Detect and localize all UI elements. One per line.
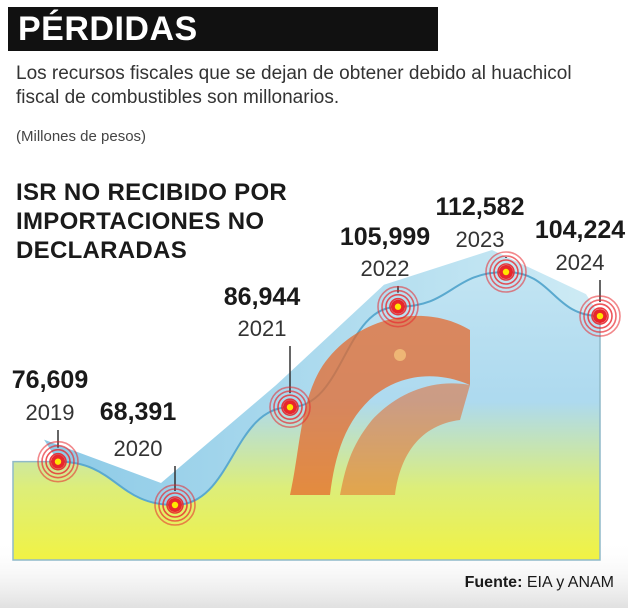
- marker-ring: [579, 295, 621, 337]
- marker-ring: [377, 285, 419, 328]
- marker-ring: [381, 289, 415, 324]
- marker-center: [502, 268, 510, 276]
- value-label-2024: 104,224: [535, 216, 625, 244]
- marker-ring: [166, 496, 184, 514]
- year-label-2020: 2020: [114, 436, 163, 461]
- value-label-2021: 86,944: [224, 283, 301, 311]
- marker-ring: [49, 452, 67, 471]
- data-point-2022: [377, 285, 419, 328]
- value-label-2023: 112,582: [436, 193, 525, 221]
- source-note: Fuente: EIA y ANAM: [465, 574, 614, 592]
- value-label-2022: 105,999: [340, 223, 430, 251]
- year-label-2022: 2022: [361, 256, 410, 281]
- year-label-2023: 2023: [456, 227, 505, 252]
- marker-ring: [277, 394, 303, 420]
- marker-center: [286, 403, 294, 411]
- marker-ring: [281, 398, 299, 416]
- marker-center: [171, 501, 179, 509]
- units-note: (Millones de pesos): [16, 128, 147, 145]
- chart-subtitle: Los recursos fiscales que se dejan de ob…: [16, 63, 572, 108]
- value-label-2020: 68,391: [100, 398, 177, 426]
- chart-title: PÉRDIDAS MILLONARIAS: [18, 10, 260, 92]
- source-text: EIA y ANAM: [526, 574, 614, 591]
- value-label-2019: 76,609: [12, 366, 88, 394]
- marker-ring: [389, 297, 407, 316]
- marker-ring: [158, 488, 192, 522]
- marker-ring: [273, 390, 307, 424]
- year-label-2021: 2021: [238, 316, 287, 341]
- data-point-2020: [154, 484, 196, 526]
- marker-ring: [385, 293, 411, 320]
- marker-ring: [162, 492, 188, 518]
- marker-center: [596, 312, 604, 320]
- marker-ring: [45, 448, 71, 475]
- data-point-2023: [485, 251, 527, 293]
- marker-ring: [497, 263, 515, 281]
- marker-ring: [493, 259, 519, 285]
- marker-ring: [587, 303, 613, 329]
- series-title: ISR NO RECIBIDO POR IMPORTACIONES NO DEC…: [16, 179, 288, 264]
- data-point-2021: [269, 386, 311, 428]
- marker-ring: [583, 299, 617, 333]
- eagle-logo-icon: [290, 315, 470, 495]
- source-prefix: Fuente:: [464, 574, 523, 591]
- year-label-2019: 2019: [26, 400, 75, 425]
- marker-ring: [591, 307, 609, 325]
- marker-ring: [269, 386, 311, 428]
- marker-ring: [485, 251, 527, 293]
- year-label-2024: 2024: [556, 250, 605, 275]
- marker-ring: [37, 440, 79, 483]
- data-point-2019: [37, 440, 79, 483]
- chart-title-banner: PÉRDIDAS MILLONARIAS: [8, 7, 438, 92]
- marker-center: [54, 458, 62, 465]
- marker-ring: [489, 255, 523, 289]
- marker-center: [394, 303, 402, 310]
- data-point-2024: [579, 295, 621, 337]
- marker-ring: [41, 444, 75, 479]
- marker-ring: [154, 484, 196, 526]
